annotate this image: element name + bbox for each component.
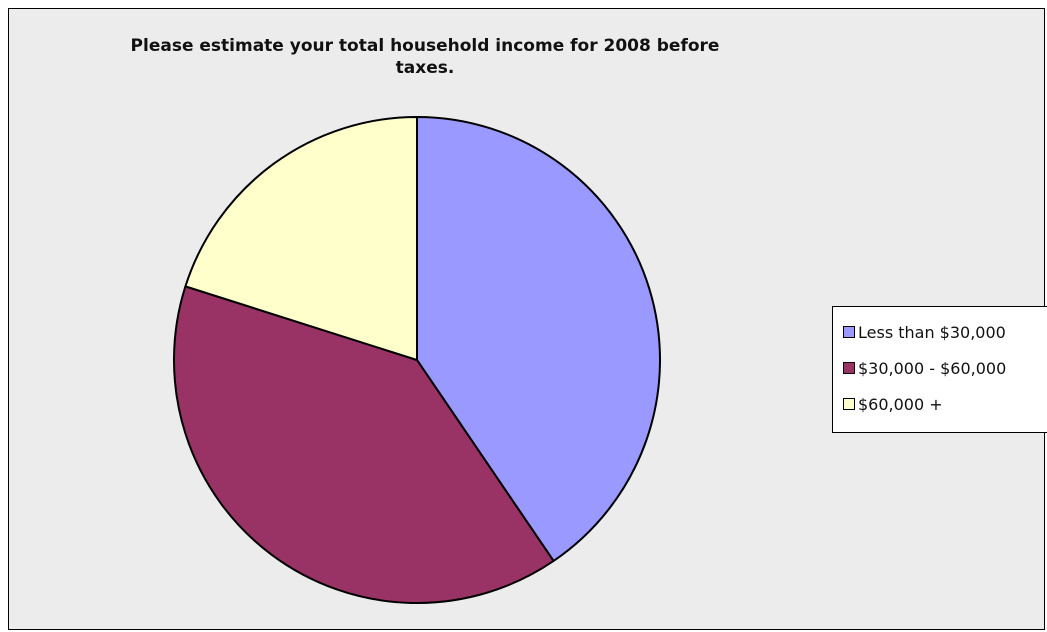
legend-swatch-icon (843, 362, 855, 374)
legend-label: Less than $30,000 (858, 322, 1006, 342)
legend-label: $60,000 + (858, 394, 943, 414)
chart-area: Please estimate your total household inc… (8, 8, 1047, 630)
legend-item-60000-plus: $60,000 + (833, 386, 1047, 422)
legend-swatch-icon (843, 326, 855, 338)
legend-item-30000-60000: $30,000 - $60,000 (833, 350, 1047, 386)
pie-slice-less-than-30000 (416, 116, 661, 562)
pie-slice-60000-plus (184, 116, 418, 361)
pie-chart (173, 116, 661, 604)
chart-legend: Less than $30,000 $30,000 - $60,000 $60,… (832, 306, 1047, 433)
legend-swatch-icon (843, 398, 855, 410)
chart-title: Please estimate your total household inc… (130, 36, 720, 78)
legend-label: $30,000 - $60,000 (858, 358, 1007, 378)
legend-item-less-than-30000: Less than $30,000 (833, 314, 1047, 350)
pie-slice-30000-60000 (173, 285, 555, 604)
